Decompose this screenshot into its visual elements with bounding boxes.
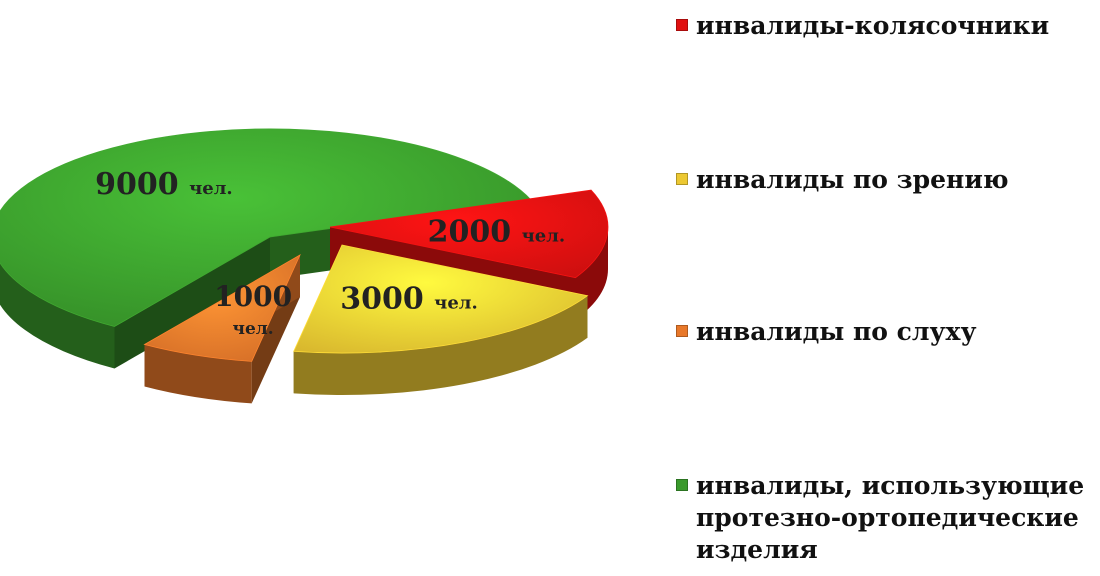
pie-slice-vision	[293, 244, 589, 396]
legend-item-hearing: инвалиды по слуху	[676, 316, 1086, 348]
pie-slice-prosthetic-top	[0, 128, 533, 327]
data-label-prosthetic-value: 9000	[95, 167, 189, 202]
pie-slice-prosthetic-wall	[114, 237, 270, 369]
data-label-wheelchair: 2000 чел.	[428, 215, 566, 250]
legend-label-hearing: инвалиды по слуху	[696, 317, 977, 346]
data-label-vision-unit: чел.	[434, 292, 478, 313]
data-label-prosthetic: 9000 чел.	[95, 167, 233, 202]
pie-slice-wheelchair-top	[329, 189, 609, 279]
pie-slice-vision-top	[293, 244, 589, 354]
legend-swatch-prosthetic	[676, 479, 688, 491]
legend-item-wheelchair: инвалиды-колясочники	[676, 10, 1086, 42]
legend-item-prosthetic: инвалиды, использующие протезно-ортопеди…	[676, 470, 1086, 566]
pie-slice-prosthetic-rim	[0, 262, 115, 369]
data-label-wheelchair-unit: чел.	[522, 226, 566, 247]
legend-swatch-vision	[676, 173, 688, 185]
data-label-hearing-unit: чел.	[233, 319, 274, 339]
data-label-vision: 3000 чел.	[340, 281, 478, 316]
data-label-hearing-value: 1000	[214, 280, 292, 313]
pie-slice-hearing	[143, 254, 301, 404]
legend-label-prosthetic: инвалиды, использующие протезно-ортопеди…	[696, 471, 1085, 564]
pie-slice-vision-rim	[293, 295, 588, 396]
legend-swatch-hearing	[676, 325, 688, 337]
legend-label-wheelchair: инвалиды-колясочники	[696, 11, 1050, 40]
data-label-wheelchair-value: 2000	[428, 215, 522, 250]
legend-item-vision: инвалиды по зрению	[676, 164, 1086, 196]
chart-legend: инвалиды-колясочники инвалиды по зрению …	[676, 0, 1096, 576]
data-label-vision-value: 3000	[340, 281, 434, 316]
data-label-prosthetic-unit: чел.	[189, 178, 233, 199]
pie-slice-hearing-top	[143, 254, 301, 362]
data-label-hearing: 1000 чел.	[214, 280, 292, 339]
legend-swatch-wheelchair	[676, 19, 688, 31]
legend-label-vision: инвалиды по зрению	[696, 165, 1009, 194]
pie-chart: 2000 чел.3000 чел.1000 чел.9000 чел.	[0, 128, 609, 404]
